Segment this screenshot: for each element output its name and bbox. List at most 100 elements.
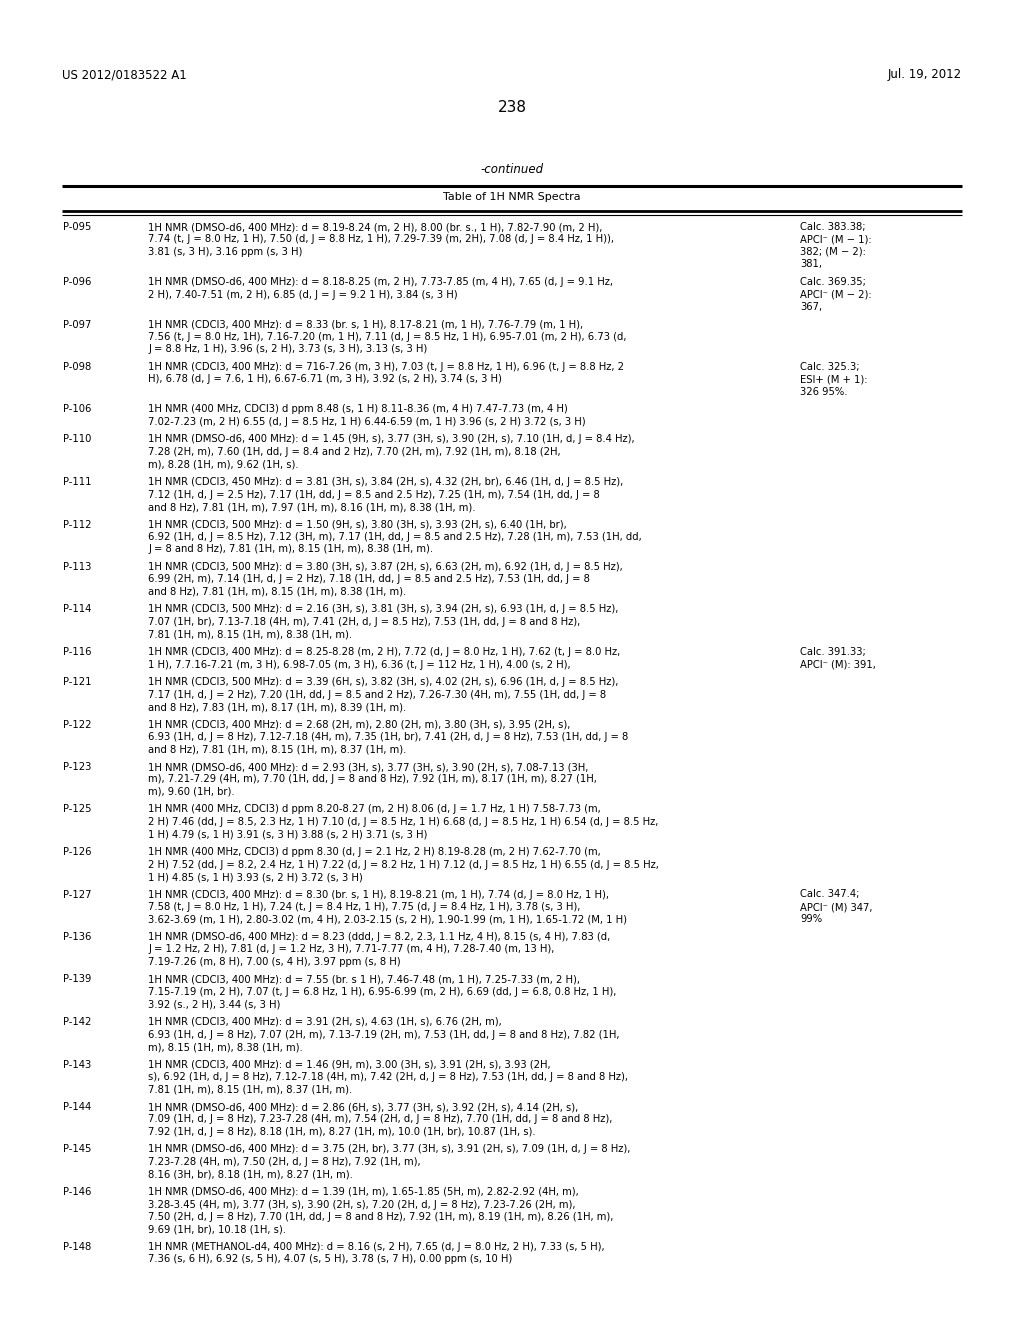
Text: 7.12 (1H, d, J = 2.5 Hz), 7.17 (1H, dd, J = 8.5 and 2.5 Hz), 7.25 (1H, m), 7.54 : 7.12 (1H, d, J = 2.5 Hz), 7.17 (1H, dd, … <box>148 490 600 499</box>
Text: P-144: P-144 <box>63 1102 91 1111</box>
Text: 6.99 (2H, m), 7.14 (1H, d, J = 2 Hz), 7.18 (1H, dd, J = 8.5 and 2.5 Hz), 7.53 (1: 6.99 (2H, m), 7.14 (1H, d, J = 2 Hz), 7.… <box>148 574 590 585</box>
Text: 1H NMR (CDCl3, 500 MHz): d = 3.39 (6H, s), 3.82 (3H, s), 4.02 (2H, s), 6.96 (1H,: 1H NMR (CDCl3, 500 MHz): d = 3.39 (6H, s… <box>148 677 618 686</box>
Text: and 8 Hz), 7.81 (1H, m), 8.15 (1H, m), 8.38 (1H, m).: and 8 Hz), 7.81 (1H, m), 8.15 (1H, m), 8… <box>148 587 407 597</box>
Text: P-121: P-121 <box>63 677 91 686</box>
Text: 1H NMR (DMSO-d6, 400 MHz): d = 8.23 (ddd, J = 8.2, 2.3, 1.1 Hz, 4 H), 8.15 (s, 4: 1H NMR (DMSO-d6, 400 MHz): d = 8.23 (ddd… <box>148 932 610 942</box>
Text: Calc. 325.3;: Calc. 325.3; <box>800 362 859 372</box>
Text: US 2012/0183522 A1: US 2012/0183522 A1 <box>62 69 186 81</box>
Text: 7.23-7.28 (4H, m), 7.50 (2H, d, J = 8 Hz), 7.92 (1H, m),: 7.23-7.28 (4H, m), 7.50 (2H, d, J = 8 Hz… <box>148 1158 421 1167</box>
Text: 1H NMR (DMSO-d6, 400 MHz): d = 8.19-8.24 (m, 2 H), 8.00 (br. s., 1 H), 7.82-7.90: 1H NMR (DMSO-d6, 400 MHz): d = 8.19-8.24… <box>148 222 602 232</box>
Text: 1H NMR (CDCl3, 500 MHz): d = 1.50 (9H, s), 3.80 (3H, s), 3.93 (2H, s), 6.40 (1H,: 1H NMR (CDCl3, 500 MHz): d = 1.50 (9H, s… <box>148 520 566 529</box>
Text: 1H NMR (CDCl3, 500 MHz): d = 3.80 (3H, s), 3.87 (2H, s), 6.63 (2H, m), 6.92 (1H,: 1H NMR (CDCl3, 500 MHz): d = 3.80 (3H, s… <box>148 562 623 572</box>
Text: H), 6.78 (d, J = 7.6, 1 H), 6.67-6.71 (m, 3 H), 3.92 (s, 2 H), 3.74 (s, 3 H): H), 6.78 (d, J = 7.6, 1 H), 6.67-6.71 (m… <box>148 375 502 384</box>
Text: 1 H), 7.7.16-7.21 (m, 3 H), 6.98-7.05 (m, 3 H), 6.36 (t, J = 112 Hz, 1 H), 4.00 : 1 H), 7.7.16-7.21 (m, 3 H), 6.98-7.05 (m… <box>148 660 570 669</box>
Text: APCI⁻ (M − 1):: APCI⁻ (M − 1): <box>800 235 871 244</box>
Text: 7.56 (t, J = 8.0 Hz, 1H), 7.16-7.20 (m, 1 H), 7.11 (d, J = 8.5 Hz, 1 H), 6.95-7.: 7.56 (t, J = 8.0 Hz, 1H), 7.16-7.20 (m, … <box>148 333 627 342</box>
Text: 1H NMR (CDCl3, 400 MHz): d = 7.55 (br. s 1 H), 7.46-7.48 (m, 1 H), 7.25-7.33 (m,: 1H NMR (CDCl3, 400 MHz): d = 7.55 (br. s… <box>148 974 580 985</box>
Text: P-106: P-106 <box>63 404 91 414</box>
Text: 7.58 (t, J = 8.0 Hz, 1 H), 7.24 (t, J = 8.4 Hz, 1 H), 7.75 (d, J = 8.4 Hz, 1 H),: 7.58 (t, J = 8.0 Hz, 1 H), 7.24 (t, J = … <box>148 902 581 912</box>
Text: 6.92 (1H, d, J = 8.5 Hz), 7.12 (3H, m), 7.17 (1H, dd, J = 8.5 and 2.5 Hz), 7.28 : 6.92 (1H, d, J = 8.5 Hz), 7.12 (3H, m), … <box>148 532 642 543</box>
Text: J = 8.8 Hz, 1 H), 3.96 (s, 2 H), 3.73 (s, 3 H), 3.13 (s, 3 H): J = 8.8 Hz, 1 H), 3.96 (s, 2 H), 3.73 (s… <box>148 345 427 355</box>
Text: 382; (M − 2):: 382; (M − 2): <box>800 247 866 257</box>
Text: P-126: P-126 <box>63 847 91 857</box>
Text: P-145: P-145 <box>63 1144 91 1155</box>
Text: APCI⁻ (M): 391,: APCI⁻ (M): 391, <box>800 660 876 669</box>
Text: 1H NMR (400 MHz, CDCl3) d ppm 8.48 (s, 1 H) 8.11-8.36 (m, 4 H) 7.47-7.73 (m, 4 H: 1H NMR (400 MHz, CDCl3) d ppm 8.48 (s, 1… <box>148 404 567 414</box>
Text: Jul. 19, 2012: Jul. 19, 2012 <box>888 69 962 81</box>
Text: P-111: P-111 <box>63 477 91 487</box>
Text: s), 6.92 (1H, d, J = 8 Hz), 7.12-7.18 (4H, m), 7.42 (2H, d, J = 8 Hz), 7.53 (1H,: s), 6.92 (1H, d, J = 8 Hz), 7.12-7.18 (4… <box>148 1072 628 1082</box>
Text: 7.19-7.26 (m, 8 H), 7.00 (s, 4 H), 3.97 ppm (s, 8 H): 7.19-7.26 (m, 8 H), 7.00 (s, 4 H), 3.97 … <box>148 957 400 968</box>
Text: P-136: P-136 <box>63 932 91 942</box>
Text: 1H NMR (CDCl3, 450 MHz): d = 3.81 (3H, s), 3.84 (2H, s), 4.32 (2H, br), 6.46 (1H: 1H NMR (CDCl3, 450 MHz): d = 3.81 (3H, s… <box>148 477 624 487</box>
Text: P-139: P-139 <box>63 974 91 985</box>
Text: P-116: P-116 <box>63 647 91 657</box>
Text: m), 8.15 (1H, m), 8.38 (1H, m).: m), 8.15 (1H, m), 8.38 (1H, m). <box>148 1041 303 1052</box>
Text: 7.28 (2H, m), 7.60 (1H, dd, J = 8.4 and 2 Hz), 7.70 (2H, m), 7.92 (1H, m), 8.18 : 7.28 (2H, m), 7.60 (1H, dd, J = 8.4 and … <box>148 447 560 457</box>
Text: P-127: P-127 <box>63 890 91 899</box>
Text: P-142: P-142 <box>63 1016 91 1027</box>
Text: 1H NMR (CDCl3, 400 MHz): d = 3.91 (2H, s), 4.63 (1H, s), 6.76 (2H, m),: 1H NMR (CDCl3, 400 MHz): d = 3.91 (2H, s… <box>148 1016 502 1027</box>
Text: P-143: P-143 <box>63 1060 91 1069</box>
Text: 1H NMR (DMSO-d6, 400 MHz): d = 2.93 (3H, s), 3.77 (3H, s), 3.90 (2H, s), 7.08-7.: 1H NMR (DMSO-d6, 400 MHz): d = 2.93 (3H,… <box>148 762 589 772</box>
Text: P-110: P-110 <box>63 434 91 445</box>
Text: J = 8 and 8 Hz), 7.81 (1H, m), 8.15 (1H, m), 8.38 (1H, m).: J = 8 and 8 Hz), 7.81 (1H, m), 8.15 (1H,… <box>148 544 433 554</box>
Text: P-146: P-146 <box>63 1187 91 1197</box>
Text: 1H NMR (400 MHz, CDCl3) d ppm 8.30 (d, J = 2.1 Hz, 2 H) 8.19-8.28 (m, 2 H) 7.62-: 1H NMR (400 MHz, CDCl3) d ppm 8.30 (d, J… <box>148 847 601 857</box>
Text: m), 8.28 (1H, m), 9.62 (1H, s).: m), 8.28 (1H, m), 9.62 (1H, s). <box>148 459 299 470</box>
Text: 1H NMR (CDCl3, 400 MHz): d = 1.46 (9H, m), 3.00 (3H, s), 3.91 (2H, s), 3.93 (2H,: 1H NMR (CDCl3, 400 MHz): d = 1.46 (9H, m… <box>148 1060 551 1069</box>
Text: 3.62-3.69 (m, 1 H), 2.80-3.02 (m, 4 H), 2.03-2.15 (s, 2 H), 1.90-1.99 (m, 1 H), : 3.62-3.69 (m, 1 H), 2.80-3.02 (m, 4 H), … <box>148 915 627 924</box>
Text: 238: 238 <box>498 100 526 115</box>
Text: 7.81 (1H, m), 8.15 (1H, m), 8.38 (1H, m).: 7.81 (1H, m), 8.15 (1H, m), 8.38 (1H, m)… <box>148 630 352 639</box>
Text: 7.17 (1H, d, J = 2 Hz), 7.20 (1H, dd, J = 8.5 and 2 Hz), 7.26-7.30 (4H, m), 7.55: 7.17 (1H, d, J = 2 Hz), 7.20 (1H, dd, J … <box>148 689 606 700</box>
Text: 7.81 (1H, m), 8.15 (1H, m), 8.37 (1H, m).: 7.81 (1H, m), 8.15 (1H, m), 8.37 (1H, m)… <box>148 1085 352 1094</box>
Text: 8.16 (3H, br), 8.18 (1H, m), 8.27 (1H, m).: 8.16 (3H, br), 8.18 (1H, m), 8.27 (1H, m… <box>148 1170 353 1180</box>
Text: 7.36 (s, 6 H), 6.92 (s, 5 H), 4.07 (s, 5 H), 3.78 (s, 7 H), 0.00 ppm (s, 10 H): 7.36 (s, 6 H), 6.92 (s, 5 H), 4.07 (s, 5… <box>148 1254 512 1265</box>
Text: 7.02-7.23 (m, 2 H) 6.55 (d, J = 8.5 Hz, 1 H) 6.44-6.59 (m, 1 H) 3.96 (s, 2 H) 3.: 7.02-7.23 (m, 2 H) 6.55 (d, J = 8.5 Hz, … <box>148 417 586 426</box>
Text: P-113: P-113 <box>63 562 91 572</box>
Text: 1H NMR (CDCl3, 500 MHz): d = 2.16 (3H, s), 3.81 (3H, s), 3.94 (2H, s), 6.93 (1H,: 1H NMR (CDCl3, 500 MHz): d = 2.16 (3H, s… <box>148 605 618 615</box>
Text: P-097: P-097 <box>63 319 91 330</box>
Text: 3.92 (s., 2 H), 3.44 (s, 3 H): 3.92 (s., 2 H), 3.44 (s, 3 H) <box>148 999 281 1010</box>
Text: 2 H), 7.40-7.51 (m, 2 H), 6.85 (d, J = J = 9.2 1 H), 3.84 (s, 3 H): 2 H), 7.40-7.51 (m, 2 H), 6.85 (d, J = J… <box>148 289 458 300</box>
Text: 6.93 (1H, d, J = 8 Hz), 7.12-7.18 (4H, m), 7.35 (1H, br), 7.41 (2H, d, J = 8 Hz): 6.93 (1H, d, J = 8 Hz), 7.12-7.18 (4H, m… <box>148 733 629 742</box>
Text: 1H NMR (CDCl3, 400 MHz): d = 716-7.26 (m, 3 H), 7.03 (t, J = 8.8 Hz, 1 H), 6.96 : 1H NMR (CDCl3, 400 MHz): d = 716-7.26 (m… <box>148 362 624 372</box>
Text: 1 H) 4.79 (s, 1 H) 3.91 (s, 3 H) 3.88 (s, 2 H) 3.71 (s, 3 H): 1 H) 4.79 (s, 1 H) 3.91 (s, 3 H) 3.88 (s… <box>148 829 427 840</box>
Text: m), 7.21-7.29 (4H, m), 7.70 (1H, dd, J = 8 and 8 Hz), 7.92 (1H, m), 8.17 (1H, m): m), 7.21-7.29 (4H, m), 7.70 (1H, dd, J =… <box>148 775 597 784</box>
Text: 1H NMR (DMSO-d6, 400 MHz): d = 1.45 (9H, s), 3.77 (3H, s), 3.90 (2H, s), 7.10 (1: 1H NMR (DMSO-d6, 400 MHz): d = 1.45 (9H,… <box>148 434 635 445</box>
Text: 7.07 (1H, br), 7.13-7.18 (4H, m), 7.41 (2H, d, J = 8.5 Hz), 7.53 (1H, dd, J = 8 : 7.07 (1H, br), 7.13-7.18 (4H, m), 7.41 (… <box>148 616 581 627</box>
Text: P-112: P-112 <box>63 520 91 529</box>
Text: P-148: P-148 <box>63 1242 91 1251</box>
Text: 7.15-7.19 (m, 2 H), 7.07 (t, J = 6.8 Hz, 1 H), 6.95-6.99 (m, 2 H), 6.69 (dd, J =: 7.15-7.19 (m, 2 H), 7.07 (t, J = 6.8 Hz,… <box>148 987 616 997</box>
Text: P-123: P-123 <box>63 762 91 772</box>
Text: Calc. 383.38;: Calc. 383.38; <box>800 222 865 232</box>
Text: and 8 Hz), 7.83 (1H, m), 8.17 (1H, m), 8.39 (1H, m).: and 8 Hz), 7.83 (1H, m), 8.17 (1H, m), 8… <box>148 702 407 711</box>
Text: 1H NMR (METHANOL-d4, 400 MHz): d = 8.16 (s, 2 H), 7.65 (d, J = 8.0 Hz, 2 H), 7.3: 1H NMR (METHANOL-d4, 400 MHz): d = 8.16 … <box>148 1242 604 1251</box>
Text: 3.81 (s, 3 H), 3.16 ppm (s, 3 H): 3.81 (s, 3 H), 3.16 ppm (s, 3 H) <box>148 247 302 257</box>
Text: 381,: 381, <box>800 260 822 269</box>
Text: 6.93 (1H, d, J = 8 Hz), 7.07 (2H, m), 7.13-7.19 (2H, m), 7.53 (1H, dd, J = 8 and: 6.93 (1H, d, J = 8 Hz), 7.07 (2H, m), 7.… <box>148 1030 620 1040</box>
Text: P-095: P-095 <box>63 222 91 232</box>
Text: 1 H) 4.85 (s, 1 H) 3.93 (s, 2 H) 3.72 (s, 3 H): 1 H) 4.85 (s, 1 H) 3.93 (s, 2 H) 3.72 (s… <box>148 873 362 882</box>
Text: and 8 Hz), 7.81 (1H, m), 8.15 (1H, m), 8.37 (1H, m).: and 8 Hz), 7.81 (1H, m), 8.15 (1H, m), 8… <box>148 744 407 755</box>
Text: 7.92 (1H, d, J = 8 Hz), 8.18 (1H, m), 8.27 (1H, m), 10.0 (1H, br), 10.87 (1H, s): 7.92 (1H, d, J = 8 Hz), 8.18 (1H, m), 8.… <box>148 1127 536 1137</box>
Text: P-096: P-096 <box>63 277 91 286</box>
Text: 326 95%.: 326 95%. <box>800 387 848 397</box>
Text: 367,: 367, <box>800 302 822 312</box>
Text: 1H NMR (CDCl3, 400 MHz): d = 8.25-8.28 (m, 2 H), 7.72 (d, J = 8.0 Hz, 1 H), 7.62: 1H NMR (CDCl3, 400 MHz): d = 8.25-8.28 (… <box>148 647 621 657</box>
Text: 3.28-3.45 (4H, m), 3.77 (3H, s), 3.90 (2H, s), 7.20 (2H, d, J = 8 Hz), 7.23-7.26: 3.28-3.45 (4H, m), 3.77 (3H, s), 3.90 (2… <box>148 1200 575 1209</box>
Text: ESI+ (M + 1):: ESI+ (M + 1): <box>800 375 867 384</box>
Text: Table of 1H NMR Spectra: Table of 1H NMR Spectra <box>443 191 581 202</box>
Text: Calc. 347.4;: Calc. 347.4; <box>800 890 859 899</box>
Text: P-114: P-114 <box>63 605 91 615</box>
Text: J = 1.2 Hz, 2 H), 7.81 (d, J = 1.2 Hz, 3 H), 7.71-7.77 (m, 4 H), 7.28-7.40 (m, 1: J = 1.2 Hz, 2 H), 7.81 (d, J = 1.2 Hz, 3… <box>148 945 554 954</box>
Text: 1H NMR (DMSO-d6, 400 MHz): d = 8.18-8.25 (m, 2 H), 7.73-7.85 (m, 4 H), 7.65 (d, : 1H NMR (DMSO-d6, 400 MHz): d = 8.18-8.25… <box>148 277 613 286</box>
Text: 2 H) 7.52 (dd, J = 8.2, 2.4 Hz, 1 H) 7.22 (d, J = 8.2 Hz, 1 H) 7.12 (d, J = 8.5 : 2 H) 7.52 (dd, J = 8.2, 2.4 Hz, 1 H) 7.2… <box>148 859 658 870</box>
Text: APCI⁻ (M − 2):: APCI⁻ (M − 2): <box>800 289 871 300</box>
Text: 1H NMR (CDCl3, 400 MHz): d = 8.33 (br. s, 1 H), 8.17-8.21 (m, 1 H), 7.76-7.79 (m: 1H NMR (CDCl3, 400 MHz): d = 8.33 (br. s… <box>148 319 583 330</box>
Text: m), 9.60 (1H, br).: m), 9.60 (1H, br). <box>148 787 234 797</box>
Text: 7.09 (1H, d, J = 8 Hz), 7.23-7.28 (4H, m), 7.54 (2H, d, J = 8 Hz), 7.70 (1H, dd,: 7.09 (1H, d, J = 8 Hz), 7.23-7.28 (4H, m… <box>148 1114 612 1125</box>
Text: 1H NMR (DMSO-d6, 400 MHz): d = 2.86 (6H, s), 3.77 (3H, s), 3.92 (2H, s), 4.14 (2: 1H NMR (DMSO-d6, 400 MHz): d = 2.86 (6H,… <box>148 1102 579 1111</box>
Text: 1H NMR (DMSO-d6, 400 MHz): d = 1.39 (1H, m), 1.65-1.85 (5H, m), 2.82-2.92 (4H, m: 1H NMR (DMSO-d6, 400 MHz): d = 1.39 (1H,… <box>148 1187 579 1197</box>
Text: -continued: -continued <box>480 162 544 176</box>
